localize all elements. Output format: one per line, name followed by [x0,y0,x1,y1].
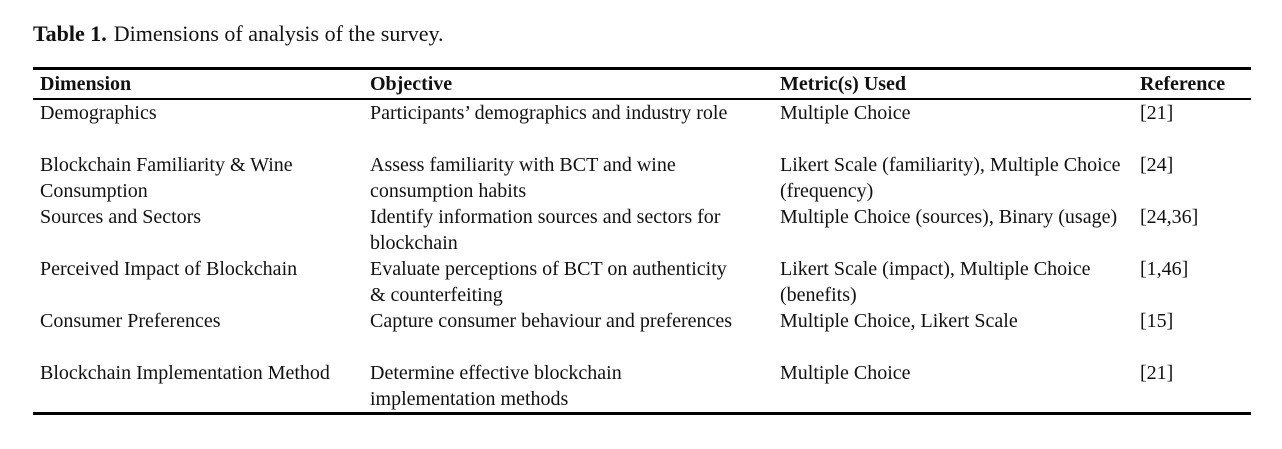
table-row: Consumer Preferences Capture consumer be… [33,308,1251,360]
cell-objective: Participants’ demographics and industry … [370,102,728,124]
cell-dimension: Blockchain Familiarity & Wine Consumptio… [40,154,293,202]
table-row: Perceived Impact of Blockchain Evaluate … [33,256,1251,308]
cell-dimension: Consumer Preferences [40,310,221,332]
table-row: Sources and Sectors Identify information… [33,204,1251,256]
table-row: Demographics Participants’ demographics … [33,99,1251,152]
cell-objective: Identify information sources and sectors… [370,206,721,254]
cell-objective: Determine effective blockchain implement… [370,362,622,410]
cell-reference: [21] [1140,362,1174,384]
cell-reference: [15] [1140,310,1174,332]
cell-reference: [1,46] [1140,258,1189,280]
column-header-objective: Objective [370,68,780,100]
cell-dimension: Perceived Impact of Blockchain [40,258,298,280]
cell-reference: [24,36] [1140,206,1199,228]
cell-objective: Assess familiarity with BCT and wine con… [370,154,676,202]
cell-metrics: Likert Scale (impact), Multiple Choice (… [780,258,1091,306]
cell-metrics: Multiple Choice (sources), Binary (usage… [780,206,1118,228]
table-caption-label: Table 1. [33,21,107,46]
table-row: Blockchain Familiarity & Wine Consumptio… [33,152,1251,204]
cell-metrics: Multiple Choice [780,102,911,124]
survey-dimensions-table: Dimension Objective Metric(s) Used Refer… [33,67,1251,415]
header-row: Dimension Objective Metric(s) Used Refer… [33,68,1251,100]
cell-metrics: Multiple Choice [780,362,911,384]
cell-metrics: Likert Scale (familiarity), Multiple Cho… [780,154,1121,202]
cell-reference: [21] [1140,102,1174,124]
table-caption: Table 1. Dimensions of analysis of the su… [33,20,444,48]
cell-dimension: Sources and Sectors [40,206,202,228]
column-header-reference: Reference [1140,68,1251,100]
table-row: Blockchain Implementation Method Determi… [33,360,1251,414]
cell-metrics: Multiple Choice, Likert Scale [780,310,1018,332]
cell-objective: Capture consumer behaviour and preferenc… [370,310,733,332]
cell-dimension: Blockchain Implementation Method [40,362,330,384]
cell-objective: Evaluate perceptions of BCT on authentic… [370,258,727,306]
cell-dimension: Demographics [40,102,157,124]
cell-reference: [24] [1140,154,1174,176]
column-header-dimension: Dimension [33,68,370,100]
column-header-metrics: Metric(s) Used [780,68,1140,100]
table-caption-text: Dimensions of analysis of the survey. [113,21,444,46]
